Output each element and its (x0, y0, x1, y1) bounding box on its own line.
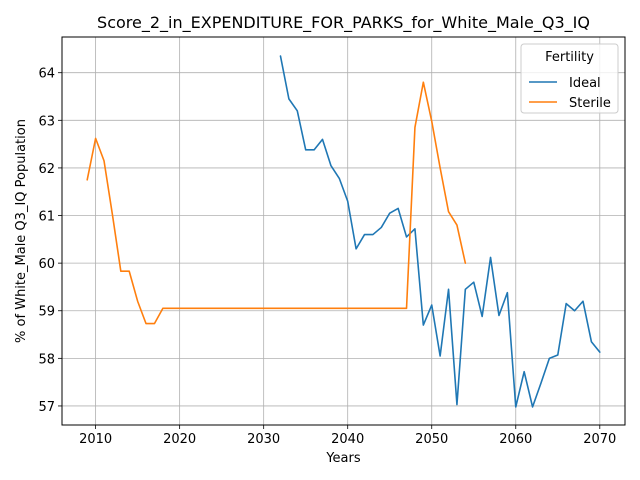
x-axis-label: Years (325, 451, 361, 466)
legend-title: Fertility (545, 50, 594, 65)
y-tick-label: 61 (38, 210, 55, 225)
y-tick-label: 57 (38, 400, 55, 415)
x-tick-label: 2050 (415, 432, 448, 447)
y-tick-label: 64 (38, 67, 55, 82)
y-axis-label: % of White_Male Q3_IQ Population (14, 119, 29, 343)
legend-entries: Ideal Sterile (529, 76, 611, 111)
x-tick-label: 2070 (583, 432, 616, 447)
x-tick-label: 2010 (79, 432, 112, 447)
y-tick-label: 60 (38, 257, 55, 272)
series-lines (86, 55, 601, 408)
chart-title: Score_2_in_EXPENDITURE_FOR_PARKS_for_Whi… (97, 13, 590, 33)
x-tick-label: 2030 (247, 432, 280, 447)
plot-frame (61, 36, 626, 426)
x-tick-label: 2040 (331, 432, 364, 447)
y-tick-label: 63 (38, 114, 55, 129)
legend: Fertility Ideal Sterile (520, 43, 619, 114)
series-line-ideal (279, 55, 601, 408)
x-tick-label: 2060 (499, 432, 532, 447)
grid (62, 37, 625, 425)
y-tick-label: 62 (38, 162, 55, 177)
axis-ticks: 2010 2020 2030 2040 2050 2060 2070 57 58 59 60 61 62… (38, 67, 616, 447)
y-tick-label: 59 (38, 305, 55, 320)
x-tick-label: 2020 (163, 432, 196, 447)
series-line-sterile (86, 81, 467, 325)
legend-box (520, 43, 619, 114)
y-tick-label: 58 (38, 352, 55, 367)
legend-label-sterile: Sterile (569, 96, 611, 111)
legend-label-ideal: Ideal (569, 76, 601, 91)
